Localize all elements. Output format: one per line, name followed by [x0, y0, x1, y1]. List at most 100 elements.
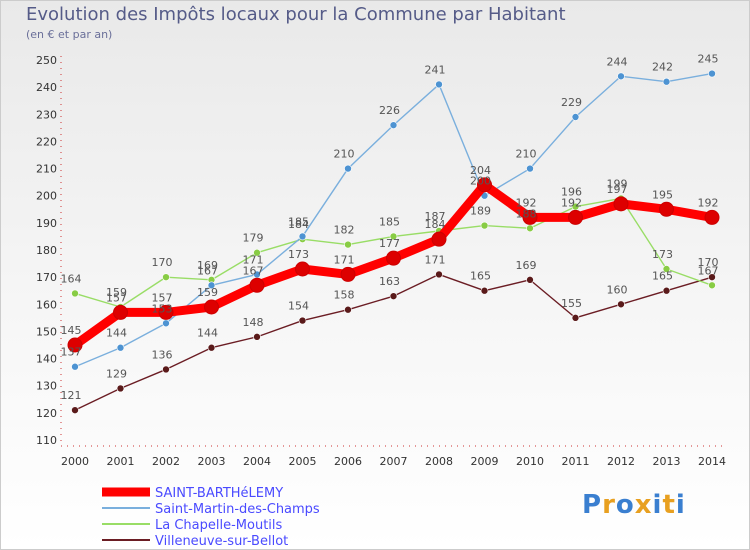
- data-label: 164: [61, 272, 82, 285]
- data-point: [253, 333, 261, 341]
- data-label: 159: [106, 286, 127, 299]
- data-point: [708, 69, 716, 78]
- data-point: [298, 232, 307, 241]
- data-point: [162, 365, 170, 374]
- data-point: [116, 384, 125, 393]
- data-label: 184: [288, 218, 309, 231]
- data-point: [526, 224, 534, 233]
- data-label: 177: [379, 237, 400, 250]
- data-point: [662, 77, 671, 86]
- series-layer: [67, 69, 720, 414]
- data-label: 171: [243, 253, 264, 266]
- logo-letter: t: [662, 490, 676, 520]
- data-point: [522, 209, 538, 225]
- data-label: 185: [288, 215, 309, 228]
- data-label: 148: [243, 316, 264, 329]
- y-tick-label: 170: [36, 271, 57, 284]
- y-tick-label: 130: [36, 380, 57, 393]
- data-point: [435, 270, 443, 279]
- data-label: 145: [61, 324, 82, 337]
- data-point: [617, 72, 625, 81]
- data-point: [704, 209, 720, 225]
- data-point: [113, 304, 128, 320]
- logo-letter: i: [675, 490, 686, 520]
- data-label: 182: [334, 224, 355, 237]
- data-point: [613, 196, 629, 212]
- data-point: [480, 286, 489, 295]
- logo-letter: i: [652, 490, 663, 520]
- data-label: 159: [197, 286, 218, 299]
- y-tick-label: 140: [36, 353, 57, 366]
- data-label: 165: [470, 270, 491, 283]
- data-label: 199: [607, 177, 628, 190]
- data-label: 185: [379, 215, 400, 228]
- data-label: 226: [379, 104, 400, 117]
- data-point: [298, 316, 307, 325]
- data-point: [389, 292, 398, 300]
- data-labels-layer: 121 129 136 144 148 154 158 163 171 165 169 155 160 1…: [61, 53, 719, 403]
- x-tick-label: 2008: [425, 455, 453, 468]
- data-label: 189: [470, 205, 491, 218]
- x-tick-label: 2010: [516, 455, 544, 468]
- data-point: [431, 231, 447, 247]
- x-tick-label: 2012: [607, 455, 635, 468]
- data-point: [204, 299, 219, 315]
- x-tick-label: 2011: [562, 455, 590, 468]
- data-label: 210: [516, 148, 537, 161]
- legend-label: Saint-Martin-des-Champs: [155, 502, 320, 517]
- data-label: 173: [652, 248, 673, 261]
- logo-letter: o: [615, 490, 635, 520]
- x-tick-label: 2014: [698, 455, 726, 468]
- data-point: [207, 281, 216, 290]
- data-point: [526, 276, 534, 284]
- data-label: 155: [561, 297, 582, 310]
- data-label: 169: [516, 259, 537, 272]
- y-tick-label: 190: [36, 217, 57, 230]
- data-point: [116, 343, 125, 352]
- data-point: [477, 177, 492, 193]
- y-tick-label: 110: [36, 434, 57, 447]
- data-point: [662, 265, 671, 273]
- data-point: [389, 121, 398, 129]
- data-point: [162, 319, 170, 328]
- legend-label: La Chapelle-Moutils: [155, 518, 283, 533]
- data-point: [249, 277, 265, 293]
- data-label: 192: [698, 196, 719, 209]
- data-point: [571, 314, 580, 322]
- legend-label: SAINT-BARTHéLEMY: [155, 486, 283, 501]
- data-label: 144: [197, 327, 218, 340]
- data-label: 197: [607, 183, 628, 196]
- y-tick-label: 220: [36, 135, 57, 148]
- data-point: [162, 273, 170, 281]
- data-label: 196: [561, 186, 582, 199]
- data-label: 167: [698, 264, 719, 277]
- data-label: 242: [652, 61, 673, 74]
- data-label: 165: [652, 270, 673, 283]
- x-tick-label: 2003: [198, 455, 226, 468]
- data-label: 204: [470, 164, 491, 177]
- x-tick-label: 2013: [653, 455, 681, 468]
- logo-letter: P: [582, 490, 603, 520]
- y-tick-label: 240: [36, 81, 57, 94]
- y-tick-label: 230: [36, 108, 57, 121]
- data-point: [295, 261, 310, 277]
- data-label: 167: [197, 264, 218, 277]
- data-point: [526, 164, 534, 173]
- data-label: 170: [698, 256, 719, 269]
- data-point: [253, 248, 261, 257]
- y-tick-label: 250: [36, 54, 57, 67]
- data-point: [158, 304, 174, 320]
- data-point: [389, 232, 398, 241]
- chart-subtitle: (en € et par an): [26, 28, 113, 41]
- data-label: 171: [425, 253, 446, 266]
- data-label: 241: [425, 63, 446, 76]
- y-tick-label: 150: [36, 325, 57, 338]
- x-tick-label: 2001: [107, 455, 135, 468]
- data-label: 154: [288, 300, 309, 313]
- data-label: 157: [106, 291, 127, 304]
- y-tick-label: 160: [36, 298, 57, 311]
- data-point: [568, 209, 583, 225]
- data-label: 192: [516, 196, 537, 209]
- data-label: 158: [334, 289, 355, 302]
- data-label: 195: [652, 188, 673, 201]
